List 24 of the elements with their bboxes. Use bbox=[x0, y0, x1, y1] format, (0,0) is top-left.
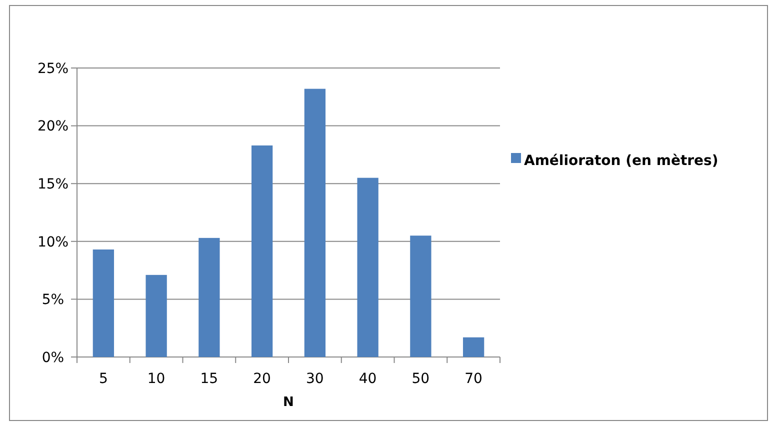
bar bbox=[462, 337, 484, 357]
x-tick-label: 20 bbox=[253, 371, 271, 387]
bar bbox=[92, 249, 114, 357]
x-tick-label: 10 bbox=[147, 371, 166, 387]
x-tick-label: 40 bbox=[358, 371, 377, 387]
bar bbox=[357, 178, 378, 357]
y-tick-label: 15% bbox=[37, 176, 69, 192]
bar bbox=[304, 88, 326, 357]
y-tick-label: 5% bbox=[42, 292, 64, 308]
y-tick-label: 25% bbox=[37, 60, 69, 77]
bar bbox=[146, 274, 167, 357]
x-tick-label: 30 bbox=[306, 371, 324, 387]
bar bbox=[251, 145, 273, 357]
legend-label: Amélioraton (en mètres) bbox=[524, 152, 718, 169]
bar bbox=[198, 238, 220, 357]
y-tick-label: 20% bbox=[37, 118, 69, 135]
y-tick-label: 0% bbox=[42, 350, 64, 366]
bar bbox=[410, 236, 432, 357]
x-tick-label: 15 bbox=[200, 371, 218, 387]
x-axis-title: N bbox=[283, 395, 294, 410]
x-tick-label: 70 bbox=[464, 371, 482, 387]
x-tick-label: 50 bbox=[412, 371, 430, 387]
y-tick-label: 10% bbox=[37, 234, 69, 250]
x-tick-label: 5 bbox=[98, 371, 108, 387]
